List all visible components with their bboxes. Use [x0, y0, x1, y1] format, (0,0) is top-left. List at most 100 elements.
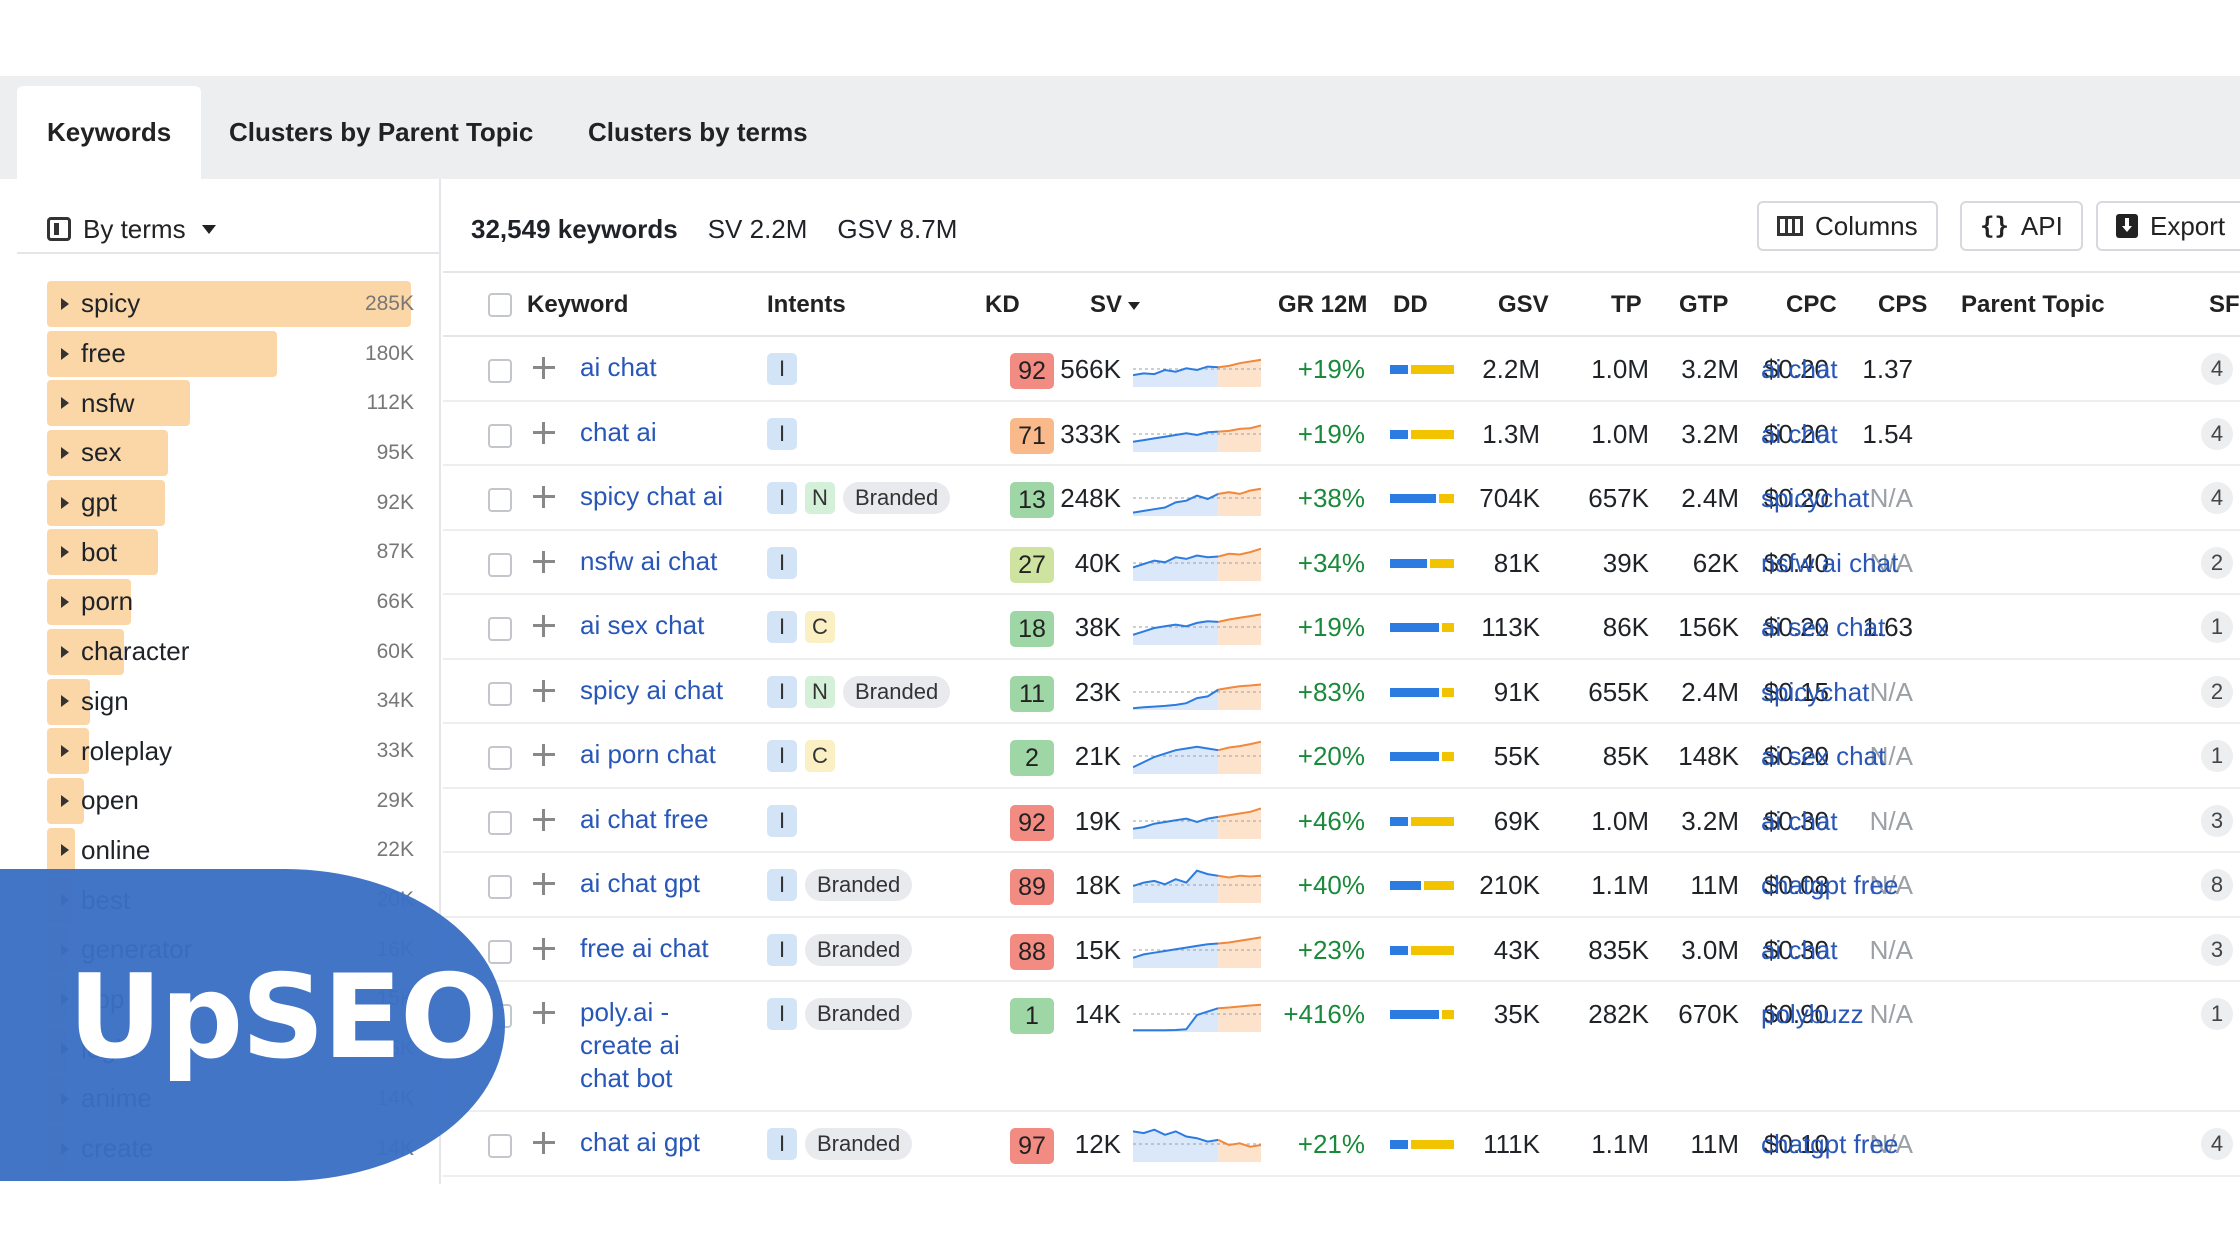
expand-arrow-icon[interactable] — [61, 745, 69, 758]
parent-topic-link[interactable]: ai chat — [1761, 354, 1838, 384]
expand-arrow-icon[interactable] — [61, 446, 69, 459]
keyword-link[interactable]: spicy ai chat — [580, 674, 724, 705]
row-checkbox[interactable] — [488, 617, 512, 641]
group-by-dropdown[interactable]: By terms — [47, 209, 216, 249]
term-item[interactable]: spicy 285K — [47, 279, 427, 329]
col-sf[interactable]: SF — [2209, 291, 2240, 318]
serp-features-count[interactable]: 1 — [2201, 611, 2233, 643]
api-button[interactable]: {} API — [1960, 201, 2083, 251]
parent-topic-link[interactable]: ai sex chat — [1761, 612, 1886, 642]
add-keyword-icon[interactable] — [529, 934, 559, 964]
row-checkbox[interactable] — [488, 488, 512, 512]
parent-topic-link[interactable]: chatgpt free — [1761, 870, 1899, 900]
expand-arrow-icon[interactable] — [61, 695, 69, 708]
parent-topic-link[interactable]: ai chat — [1761, 934, 1838, 965]
keyword-link[interactable]: ai sex chat — [580, 610, 705, 640]
parent-topic-link[interactable]: polybuzz — [1761, 999, 1864, 1029]
serp-features-count[interactable]: 3 — [2201, 933, 2233, 966]
serp-features-count[interactable]: 1 — [2201, 998, 2233, 1030]
col-gtp[interactable]: GTP — [1679, 291, 1729, 318]
serp-features-count[interactable]: 3 — [2201, 804, 2233, 837]
serp-features-count[interactable]: 4 — [2201, 417, 2233, 450]
term-item[interactable]: free 180K — [47, 329, 427, 379]
keyword-link[interactable]: poly.ai - create ai chat bot — [580, 997, 680, 1093]
expand-arrow-icon[interactable] — [61, 595, 69, 608]
parent-topic-link[interactable]: spicychat — [1761, 483, 1870, 513]
expand-arrow-icon[interactable] — [61, 297, 69, 310]
add-keyword-icon[interactable] — [529, 869, 559, 899]
expand-arrow-icon[interactable] — [61, 546, 69, 559]
term-item[interactable]: sign 34K — [47, 677, 427, 727]
expand-arrow-icon[interactable] — [61, 397, 69, 410]
serp-features-count[interactable]: 8 — [2201, 869, 2233, 901]
tab-clusters-by-terms[interactable]: Clusters by terms — [588, 117, 808, 147]
expand-arrow-icon[interactable] — [61, 844, 69, 857]
add-keyword-icon[interactable] — [529, 418, 559, 448]
select-all-checkbox[interactable] — [488, 293, 512, 317]
serp-features-count[interactable]: 4 — [2201, 1128, 2233, 1160]
keyword-link[interactable]: ai chat gpt — [580, 868, 700, 898]
tab-clusters-by-parent-topic[interactable]: Clusters by Parent Topic — [229, 117, 534, 147]
col-kd[interactable]: KD — [985, 291, 1020, 318]
serp-features-count[interactable]: 2 — [2201, 546, 2233, 579]
term-item[interactable]: open 29K — [47, 776, 427, 826]
col-sv[interactable]: SV — [1090, 273, 1141, 337]
term-item[interactable]: sex 95K — [47, 428, 427, 478]
row-checkbox[interactable] — [488, 359, 512, 383]
row-checkbox[interactable] — [488, 423, 512, 448]
add-keyword-icon[interactable] — [529, 547, 559, 577]
col-keyword[interactable]: Keyword — [527, 291, 629, 318]
add-keyword-icon[interactable] — [529, 353, 559, 383]
row-checkbox[interactable] — [488, 875, 512, 899]
col-dd[interactable]: DD — [1393, 291, 1428, 318]
export-button[interactable]: Export — [2096, 201, 2240, 251]
expand-arrow-icon[interactable] — [61, 645, 69, 658]
term-item[interactable]: bot 87K — [47, 527, 427, 577]
tab-keywords[interactable]: Keywords — [17, 86, 202, 179]
col-tp[interactable]: TP — [1611, 291, 1642, 318]
row-checkbox[interactable] — [488, 552, 512, 577]
expand-arrow-icon[interactable] — [61, 794, 69, 807]
col-cps[interactable]: CPS — [1878, 291, 1928, 318]
add-keyword-icon[interactable] — [529, 1128, 559, 1158]
serp-features-count[interactable]: 4 — [2201, 482, 2233, 514]
serp-features-count[interactable]: 1 — [2201, 740, 2233, 772]
parent-topic-link[interactable]: spicychat — [1761, 676, 1870, 707]
row-checkbox[interactable] — [488, 681, 512, 706]
row-checkbox[interactable] — [488, 1134, 512, 1158]
keyword-link[interactable]: nsfw ai chat — [580, 545, 718, 576]
expand-arrow-icon[interactable] — [61, 347, 69, 360]
keyword-link[interactable]: free ai chat — [580, 932, 709, 963]
keyword-link[interactable]: ai porn chat — [580, 739, 716, 769]
term-item[interactable]: online 22K — [47, 826, 427, 876]
add-keyword-icon[interactable] — [529, 805, 559, 835]
term-item[interactable]: nsfw 112K — [47, 378, 427, 428]
parent-topic-link[interactable]: ai chat — [1761, 418, 1838, 449]
serp-features-count[interactable]: 2 — [2201, 675, 2233, 708]
columns-button[interactable]: Columns — [1757, 201, 1938, 251]
keyword-link[interactable]: spicy chat ai — [580, 481, 724, 511]
expand-arrow-icon[interactable] — [61, 496, 69, 509]
parent-topic-link[interactable]: chatgpt free — [1761, 1129, 1899, 1159]
row-checkbox[interactable] — [488, 746, 512, 770]
row-checkbox[interactable] — [488, 939, 512, 964]
col-gsv[interactable]: GSV — [1498, 291, 1549, 318]
col-cpc[interactable]: CPC — [1786, 291, 1837, 318]
add-keyword-icon[interactable] — [529, 482, 559, 512]
keyword-link[interactable]: chat ai — [580, 416, 657, 447]
parent-topic-link[interactable]: ai chat — [1761, 805, 1838, 836]
serp-features-count[interactable]: 4 — [2201, 353, 2233, 385]
term-item[interactable]: character 60K — [47, 627, 427, 677]
keyword-link[interactable]: ai chat — [580, 352, 657, 382]
parent-topic-link[interactable]: nsfw ai chat — [1761, 547, 1899, 578]
term-item[interactable]: porn 66K — [47, 577, 427, 627]
add-keyword-icon[interactable] — [529, 740, 559, 770]
col-parent-topic[interactable]: Parent Topic — [1961, 291, 2105, 318]
col-gr-12m[interactable]: GR 12M — [1278, 291, 1368, 318]
term-item[interactable]: roleplay 33K — [47, 726, 427, 776]
row-checkbox[interactable] — [488, 810, 512, 835]
add-keyword-icon[interactable] — [529, 676, 559, 706]
add-keyword-icon[interactable] — [529, 998, 559, 1028]
keyword-link[interactable]: ai chat free — [580, 803, 709, 834]
col-intents[interactable]: Intents — [767, 291, 846, 318]
